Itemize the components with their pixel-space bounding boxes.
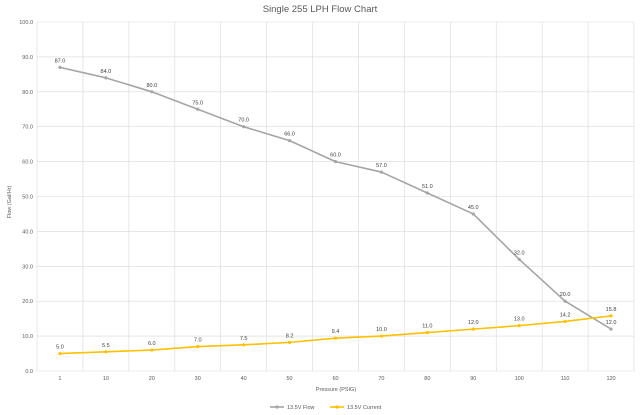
- x-tick-label: 20: [149, 376, 155, 382]
- data-label: 10.0: [376, 327, 387, 333]
- data-label: 80.0: [146, 83, 157, 89]
- data-label: 14.2: [560, 312, 571, 318]
- x-tick-label: 10: [103, 376, 109, 382]
- data-label: 15.8: [606, 307, 617, 313]
- data-label: 9.4: [332, 329, 340, 335]
- data-point: [471, 327, 475, 331]
- data-point: [287, 340, 292, 344]
- data-point: [563, 319, 567, 324]
- data-label: 8.2: [286, 333, 294, 339]
- y-tick-label: 0.0: [25, 369, 33, 375]
- legend-marker: [335, 405, 339, 409]
- x-tick-label: 40: [241, 376, 247, 382]
- data-point: [609, 327, 613, 331]
- legend-marker: [275, 405, 279, 409]
- data-label: 6.0: [148, 341, 156, 347]
- y-tick-label: 30.0: [22, 264, 33, 270]
- data-point: [333, 336, 338, 340]
- x-tick-label: 100: [515, 376, 524, 382]
- y-tick-label: 70.0: [22, 125, 33, 131]
- data-point: [104, 76, 108, 80]
- data-label: 57.0: [376, 163, 387, 169]
- gridlines: [36, 21, 635, 372]
- data-point: [242, 125, 246, 129]
- data-point: [150, 348, 154, 352]
- data-label: 7.0: [194, 338, 202, 344]
- data-point: [517, 257, 521, 261]
- y-tick-label: 60.0: [22, 160, 33, 166]
- data-point: [471, 212, 475, 216]
- data-point: [517, 324, 521, 328]
- data-label: 5.5: [102, 343, 110, 349]
- data-label: 45.0: [468, 205, 479, 211]
- legend-label: 13.5V Current: [347, 405, 382, 411]
- x-tick-label: 120: [606, 376, 615, 382]
- data-label: 87.0: [55, 58, 66, 64]
- legend-item: 13.5V Flow: [270, 405, 315, 411]
- data-label: 12.0: [606, 320, 617, 326]
- x-tick-label: 1: [58, 376, 61, 382]
- y-tick-label: 20.0: [22, 299, 33, 305]
- x-axis-title: Pressure (PSIG): [316, 387, 357, 393]
- series-1: 5.0 5.5 6.0 7.0 7.5 8.2 9.4 10.0 11.0 12.0 13.0 14.…: [56, 307, 617, 356]
- data-point: [287, 139, 292, 143]
- y-axis-title: Flow (Gal/Hr): [7, 185, 13, 218]
- y-axis-ticks: 0.0 10.0 20.0 30.0 40.0 50.0 60.0 70.0 80.0 90.0 1…: [19, 20, 33, 375]
- x-tick-label: 60: [332, 376, 338, 382]
- series-0: 87.0 84.0 80.0 75.0 70.0 66.0 60.0 57.0 51.0 45.0…: [55, 58, 617, 331]
- data-point: [563, 299, 567, 303]
- data-label: 66.0: [284, 132, 295, 138]
- data-label: 84.0: [101, 69, 112, 75]
- data-label: 60.0: [330, 153, 341, 159]
- x-tick-label: 30: [195, 376, 201, 382]
- series-line: [59, 66, 612, 330]
- y-tick-label: 10.0: [22, 334, 33, 340]
- y-tick-label: 100.0: [19, 20, 33, 26]
- x-tick-label: 70: [378, 376, 384, 382]
- data-point: [609, 314, 613, 318]
- chart-title: Single 255 LPH Flow Chart: [263, 4, 378, 15]
- x-tick-label: 50: [287, 376, 293, 382]
- y-tick-label: 50.0: [22, 195, 33, 201]
- data-point: [196, 344, 200, 349]
- series: 87.0 84.0 80.0 75.0 70.0 66.0 60.0 57.0 51.0 45.0…: [55, 58, 617, 356]
- data-point: [425, 191, 429, 195]
- data-point: [58, 65, 62, 69]
- data-label: 70.0: [238, 118, 249, 124]
- data-label: 51.0: [422, 184, 433, 190]
- y-tick-label: 80.0: [22, 90, 33, 96]
- data-label: 32.0: [514, 250, 525, 256]
- data-label: 11.0: [422, 324, 432, 330]
- data-point: [242, 343, 246, 347]
- data-point: [333, 160, 338, 164]
- x-axis-ticks: 1 10 20 30 40 50 60 70 80 90 100 110 120: [58, 376, 615, 382]
- legend-item: 13.5V Current: [330, 405, 382, 411]
- x-tick-label: 80: [424, 376, 430, 382]
- legend-label: 13.5V Flow: [287, 405, 315, 411]
- data-label: 5.0: [56, 345, 64, 351]
- y-tick-label: 40.0: [22, 229, 33, 235]
- data-point: [379, 334, 384, 338]
- data-label: 12.0: [468, 320, 479, 326]
- data-label: 75.0: [192, 100, 203, 106]
- x-tick-label: 90: [470, 376, 476, 382]
- data-point: [58, 351, 62, 356]
- data-point: [150, 90, 154, 94]
- x-tick-label: 110: [561, 376, 570, 382]
- data-point: [196, 107, 200, 111]
- data-point: [104, 350, 108, 354]
- legend: 13.5V Flow 13.5V Current: [270, 405, 382, 411]
- data-point: [379, 170, 384, 174]
- data-label: 20.0: [560, 292, 571, 298]
- data-point: [425, 331, 429, 335]
- data-label: 13.0: [514, 317, 525, 323]
- data-label: 7.5: [240, 336, 248, 342]
- y-tick-label: 90.0: [22, 55, 33, 61]
